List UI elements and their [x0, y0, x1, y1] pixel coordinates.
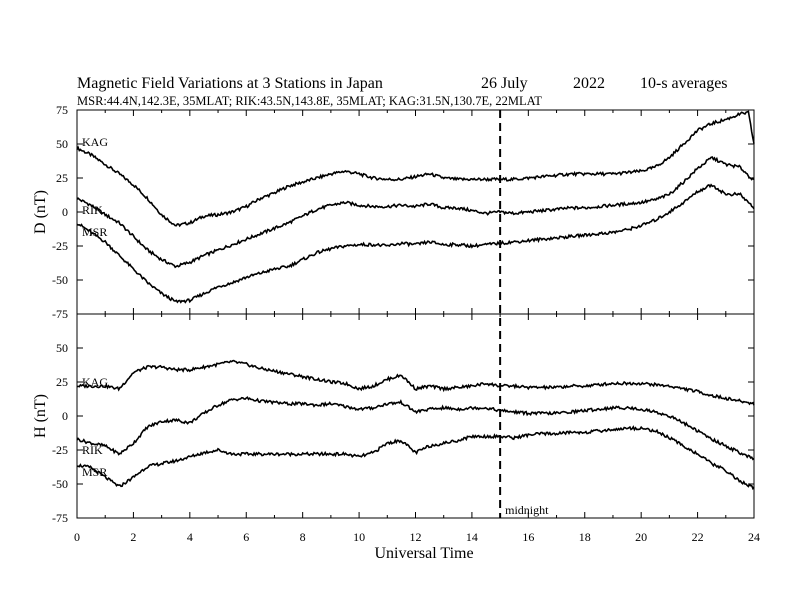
series-line-msr: [76, 183, 755, 304]
x-tick-label: 20: [635, 530, 647, 544]
panel-frame: [76, 109, 755, 315]
title-averaging: 10-s averages: [640, 75, 728, 92]
x-tick-label: 2: [130, 530, 136, 544]
title-date: 26 July: [481, 75, 528, 92]
series-line-rik: [76, 396, 755, 461]
x-tick-label: 4: [187, 530, 193, 544]
horizontal-panel: 50 25 0 -25 -50 -75 H (nT) KAG RIK MSR: [32, 313, 755, 525]
series-label-kag: KAG: [82, 135, 108, 149]
chart-title: Magnetic Field Variations at 3 Stations …: [77, 75, 383, 92]
series-label-rik: RIK: [82, 443, 103, 457]
y-tick-label: -75: [52, 511, 68, 525]
series-line-kag: [76, 359, 755, 406]
x-tick-label: 24: [748, 530, 760, 544]
series-line-msr: [76, 425, 755, 491]
y-tick-label: -25: [52, 239, 68, 253]
series-label-rik: RIK: [82, 203, 103, 217]
panel-frame: [76, 313, 755, 519]
x-tick-label: 16: [522, 530, 534, 544]
y-tick-label: 0: [62, 205, 68, 219]
y-tick-label: -50: [52, 477, 68, 491]
y-tick-label: 50: [56, 341, 68, 355]
y-tick-label: -25: [52, 443, 68, 457]
y-axis-label: D (nT): [32, 190, 49, 234]
x-axis: 0 2 4 6 8 10 12 14 16 18 20 22 24: [74, 530, 760, 544]
y-tick-label: 25: [56, 375, 68, 389]
y-tick-label: 25: [56, 171, 68, 185]
series-label-msr: MSR: [82, 465, 107, 479]
x-tick-label: 8: [300, 530, 306, 544]
y-tick-label: 50: [56, 137, 68, 151]
series-line-rik: [76, 156, 755, 269]
y-tick-label: -50: [52, 273, 68, 287]
y-tick-label: 75: [56, 103, 68, 117]
x-tick-label: 14: [466, 530, 478, 544]
y-tick-label: 0: [62, 409, 68, 423]
series-line-kag: [76, 110, 755, 228]
y-axis-label: H (nT): [32, 394, 49, 438]
declination-panel: 75 50 25 0 -25 -50 -75 D (nT) KAG RIK MSR: [32, 103, 755, 321]
title-year: 2022: [573, 75, 605, 92]
x-tick-label: 22: [692, 530, 704, 544]
x-axis-label: Universal Time: [374, 545, 473, 562]
x-tick-label: 12: [410, 530, 422, 544]
y-tick-label: -75: [52, 307, 68, 321]
x-tick-label: 18: [579, 530, 591, 544]
series-label-msr: MSR: [82, 225, 107, 239]
x-tick-label: 6: [243, 530, 249, 544]
title-row: Magnetic Field Variations at 3 Stations …: [77, 75, 728, 92]
x-tick-label: 10: [353, 530, 365, 544]
stations-subtitle: MSR:44.4N,142.3E, 35MLAT; RIK:43.5N,143.…: [77, 94, 542, 108]
series-label-kag: KAG: [82, 375, 108, 389]
midnight-annotation: midnight: [505, 503, 549, 517]
x-tick-label: 0: [74, 530, 80, 544]
